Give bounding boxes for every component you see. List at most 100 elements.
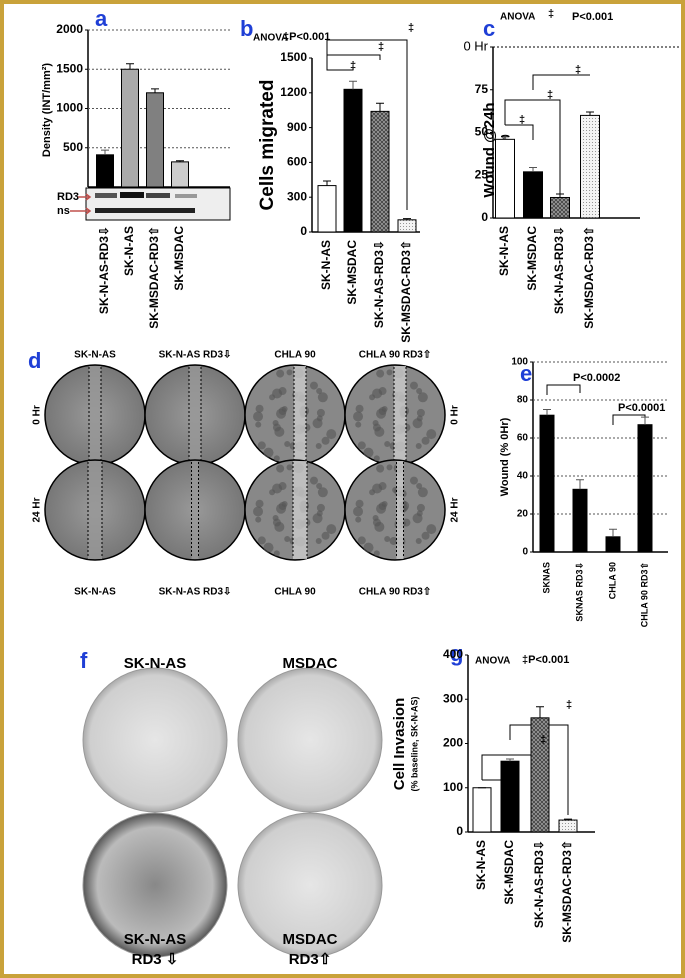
cell-cluster (402, 518, 411, 527)
cell-cluster (363, 447, 374, 458)
bar (523, 171, 543, 219)
blot-label: RD3 (57, 191, 79, 203)
wound-edge (393, 367, 407, 463)
annotation: ‡ (519, 114, 525, 126)
cell-cluster (309, 476, 318, 485)
error-bar (101, 149, 109, 155)
cell-cluster (255, 516, 262, 523)
x-tick-label: SKNAS (541, 562, 551, 594)
plate-label: MSDAC (283, 931, 338, 948)
annotation: ‡ (350, 60, 356, 72)
bar (121, 68, 139, 188)
y-tick-label: 100 (443, 780, 463, 794)
x-tick-label: SK-N-AS-RD3⇩ (552, 226, 566, 314)
error-bar (501, 136, 509, 140)
wound-gap (189, 366, 201, 464)
cell-cluster (274, 426, 285, 437)
cell-cluster (284, 535, 291, 542)
cell-cluster (386, 464, 393, 471)
x-tick-label: SKNAS RD3⇩ (574, 562, 584, 622)
y-tick-label: 500 (63, 140, 83, 154)
cell-cluster (316, 483, 323, 490)
panel-letter: b (240, 16, 253, 41)
invasion-plate (82, 667, 228, 813)
wound-edge (191, 462, 199, 558)
x-tick-label: SK-N-AS (319, 240, 333, 290)
y-tick-label: 20 (517, 509, 529, 520)
wound-edge (188, 367, 202, 463)
cell-cluster (417, 487, 428, 498)
cell-cluster (376, 408, 387, 419)
bar (580, 114, 600, 219)
cell-cluster (273, 455, 280, 462)
bar (146, 92, 164, 188)
annotation: ‡P<0.001 (522, 654, 569, 666)
cell-cluster (315, 537, 322, 544)
cell-cluster (316, 388, 323, 395)
plate-label: SK-N-AS (124, 655, 187, 672)
cell-cluster (315, 442, 322, 449)
row-label: 0 Hr (450, 405, 461, 425)
cell-cluster (326, 429, 337, 440)
x-tick-label: SK-MSDAC-RD3⇧ (147, 226, 161, 329)
cell-cluster (384, 440, 391, 447)
x-tick-label: SK-MSDAC-RD3⇧ (399, 240, 413, 343)
plate-label: RD3 ⇩ (132, 951, 179, 968)
annotation: ‡ (566, 699, 572, 711)
image-label: SK-N-AS RD3⇩ (159, 350, 232, 361)
cell-cluster (384, 535, 391, 542)
x-tick-label: SK-N-AS-RD3⇩ (532, 840, 546, 928)
cell-cluster (416, 408, 425, 417)
plate-label: SK-N-AS (124, 931, 187, 948)
annotation: ‡P<0.001 (283, 31, 330, 43)
cell-cluster (416, 503, 425, 512)
error-bar (586, 111, 594, 116)
y-axis-label: Density (INT/mm²) (41, 63, 53, 157)
error-bar (376, 102, 384, 112)
y-tick-label: 300 (443, 691, 463, 705)
error-bar (556, 193, 564, 198)
y-tick-label: 60 (517, 433, 529, 444)
error-bar (543, 409, 551, 416)
wound-gap (396, 461, 404, 559)
cell-cluster (253, 506, 264, 517)
cell-cluster (376, 503, 387, 514)
error-bar (576, 479, 584, 490)
annotation: ‡ (510, 762, 516, 774)
x-tick-label: CHLA 90 (607, 562, 617, 599)
y-tick-label: 600 (287, 155, 307, 169)
x-tick-label: SK-N-AS-RD3⇩ (97, 226, 111, 314)
panel-letter: a (95, 6, 108, 31)
image-label: CHLA 90 RD3⇧ (359, 350, 431, 361)
band (95, 193, 117, 198)
bar (495, 138, 515, 219)
y-tick-label: 50 (475, 125, 489, 139)
row-label: 0 Hr (32, 405, 43, 425)
cell-cluster (376, 464, 385, 473)
wound-gap (191, 461, 199, 559)
wound-edge (292, 462, 308, 558)
error-bar (529, 167, 537, 172)
error-bar (176, 160, 184, 162)
x-tick-label: SK-MSDAC (172, 226, 186, 291)
y-tick-label: 0 (522, 547, 528, 558)
y-tick-label: 1200 (280, 85, 307, 99)
bar (370, 110, 390, 233)
cell-cluster (317, 392, 328, 403)
wound-gap (89, 366, 101, 464)
y-tick-label: 0 (300, 224, 307, 238)
panel-letter: e (520, 361, 532, 386)
x-tick-label: SK-MSDAC-RD3⇧ (560, 840, 574, 943)
y-tick-label: 200 (443, 736, 463, 750)
bar (558, 819, 578, 833)
bar (605, 536, 621, 553)
cell-cluster (309, 381, 318, 390)
blot-label: ns (57, 205, 70, 217)
image-label: CHLA 90 (274, 350, 316, 361)
panel-letter: f (80, 648, 88, 673)
cell-cluster (415, 537, 422, 544)
x-tick-label: SK-MSDAC (345, 240, 359, 305)
cell-cluster (326, 524, 337, 535)
cell-cluster (353, 506, 364, 517)
